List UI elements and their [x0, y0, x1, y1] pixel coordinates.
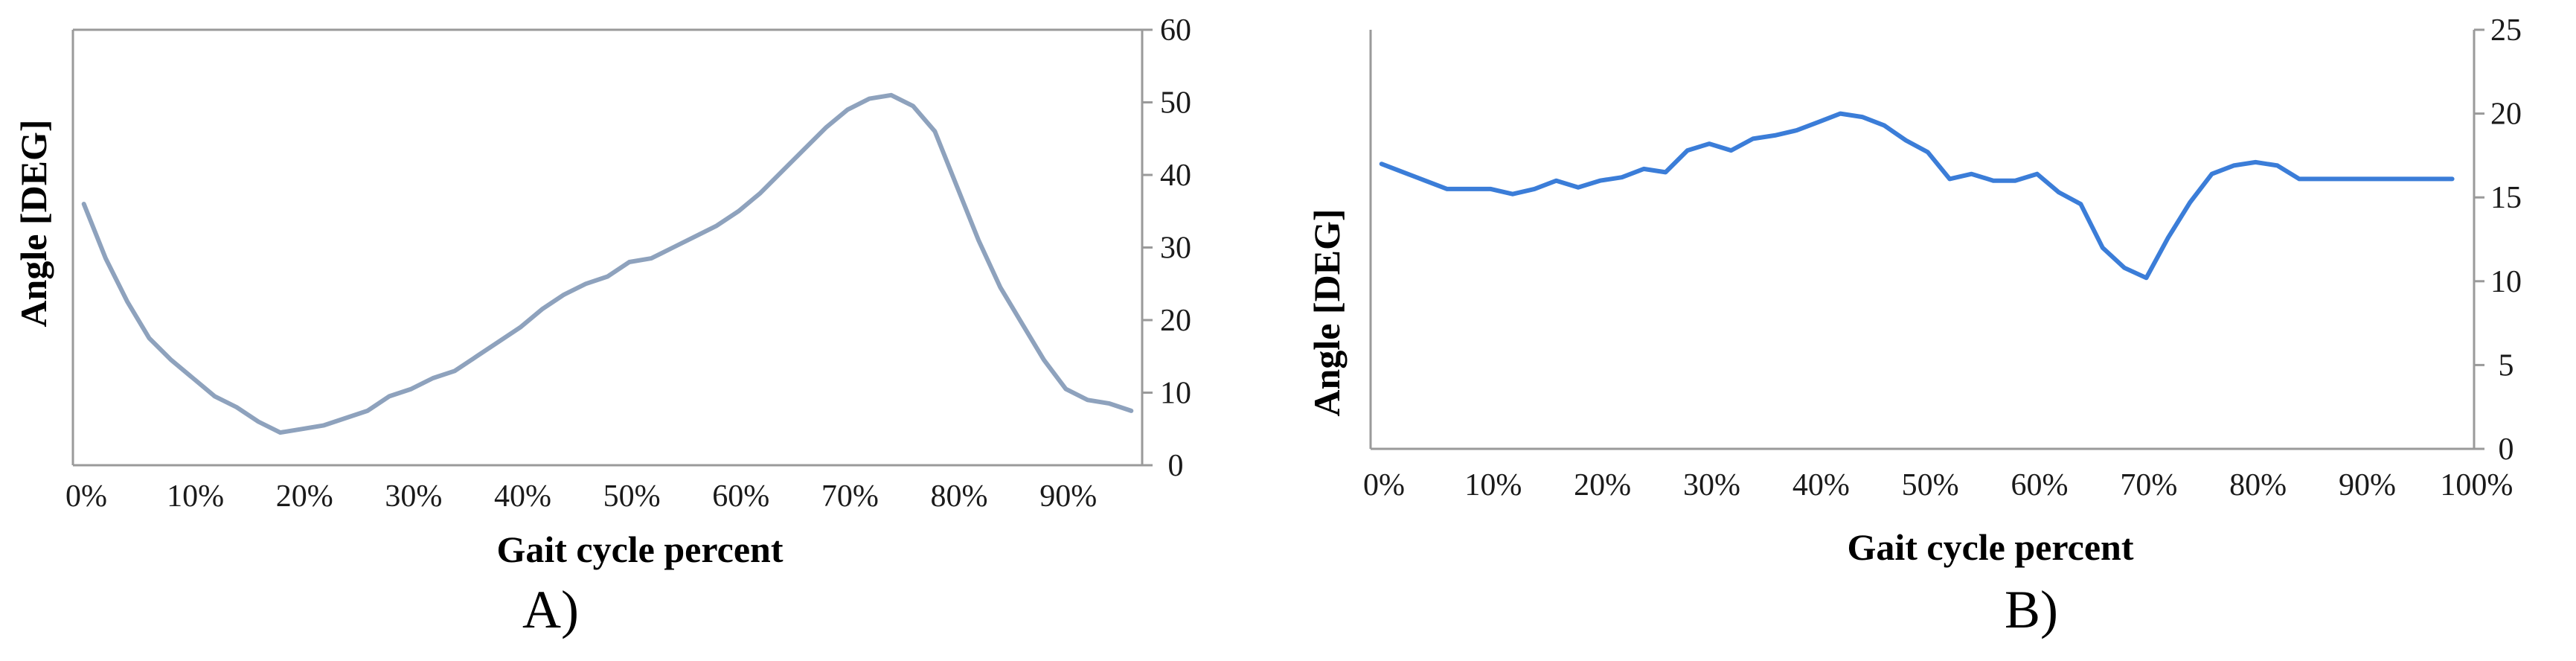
y-tick-label: 20	[1160, 304, 1191, 338]
x-axis-title: Gait cycle percent	[496, 529, 783, 570]
chart-a: 0 10 20 30 40 50 60 0% 10% 20% 30% 40% 50% 60% 70% 80% 9…	[13, 13, 1191, 639]
y-axis-title: Angle [DEG]	[1306, 208, 1348, 416]
x-tick-label: 90%	[1039, 479, 1097, 514]
y-tick-label: 20	[2490, 98, 2522, 132]
x-tick-label: 30%	[1683, 468, 1740, 502]
x-tick-label: 50%	[1902, 468, 1959, 502]
x-tick-label: 30%	[385, 479, 442, 514]
y-tick-label: 25	[2490, 13, 2522, 48]
y-tick-label: 50	[1160, 86, 1191, 121]
x-tick-label: 80%	[931, 479, 988, 514]
x-tick-label: 20%	[276, 479, 333, 514]
y-tick-label: 10	[1160, 377, 1191, 411]
x-tick-label: 0%	[1363, 468, 1405, 502]
y-tick-label: 60	[1160, 13, 1191, 48]
x-tick-label: 70%	[2120, 468, 2177, 502]
x-tick-label: 60%	[2011, 468, 2068, 502]
x-tick-label: 70%	[821, 479, 879, 514]
x-tick-label: 50%	[603, 479, 661, 514]
x-tick-label: 90%	[2339, 468, 2396, 502]
panel-label: B)	[2005, 580, 2058, 639]
x-tick-label: 10%	[167, 479, 224, 514]
series-line	[1379, 111, 2455, 281]
x-tick-label: 100%	[2440, 468, 2513, 502]
y-tick-label: 15	[2490, 181, 2522, 215]
x-tick-label: 80%	[2229, 468, 2287, 502]
y-tick-label: 0	[1168, 449, 1184, 483]
y-tick-label: 30	[1160, 231, 1191, 266]
y-tick-label: 40	[1160, 159, 1191, 193]
x-tick-label: 20%	[1574, 468, 1631, 502]
x-tick-label: 40%	[494, 479, 551, 514]
panel-label: A)	[522, 580, 579, 639]
chart-b: 0 5 10 15 20 25 0% 10% 20% 30% 40% 50% 60% 70% 80% 90% 1…	[1306, 13, 2522, 639]
x-tick-label: 60%	[712, 479, 769, 514]
series-line	[81, 92, 1134, 435]
x-axis-title: Gait cycle percent	[1847, 526, 2133, 568]
y-tick-label: 10	[2490, 265, 2522, 299]
y-axis-title: Angle [DEG]	[13, 119, 54, 327]
x-tick-label: 40%	[1792, 468, 1850, 502]
y-tick-label: 0	[2499, 432, 2514, 467]
x-tick-label: 0%	[65, 479, 107, 514]
y-tick-label: 5	[2499, 348, 2514, 383]
x-tick-label: 10%	[1464, 468, 1522, 502]
